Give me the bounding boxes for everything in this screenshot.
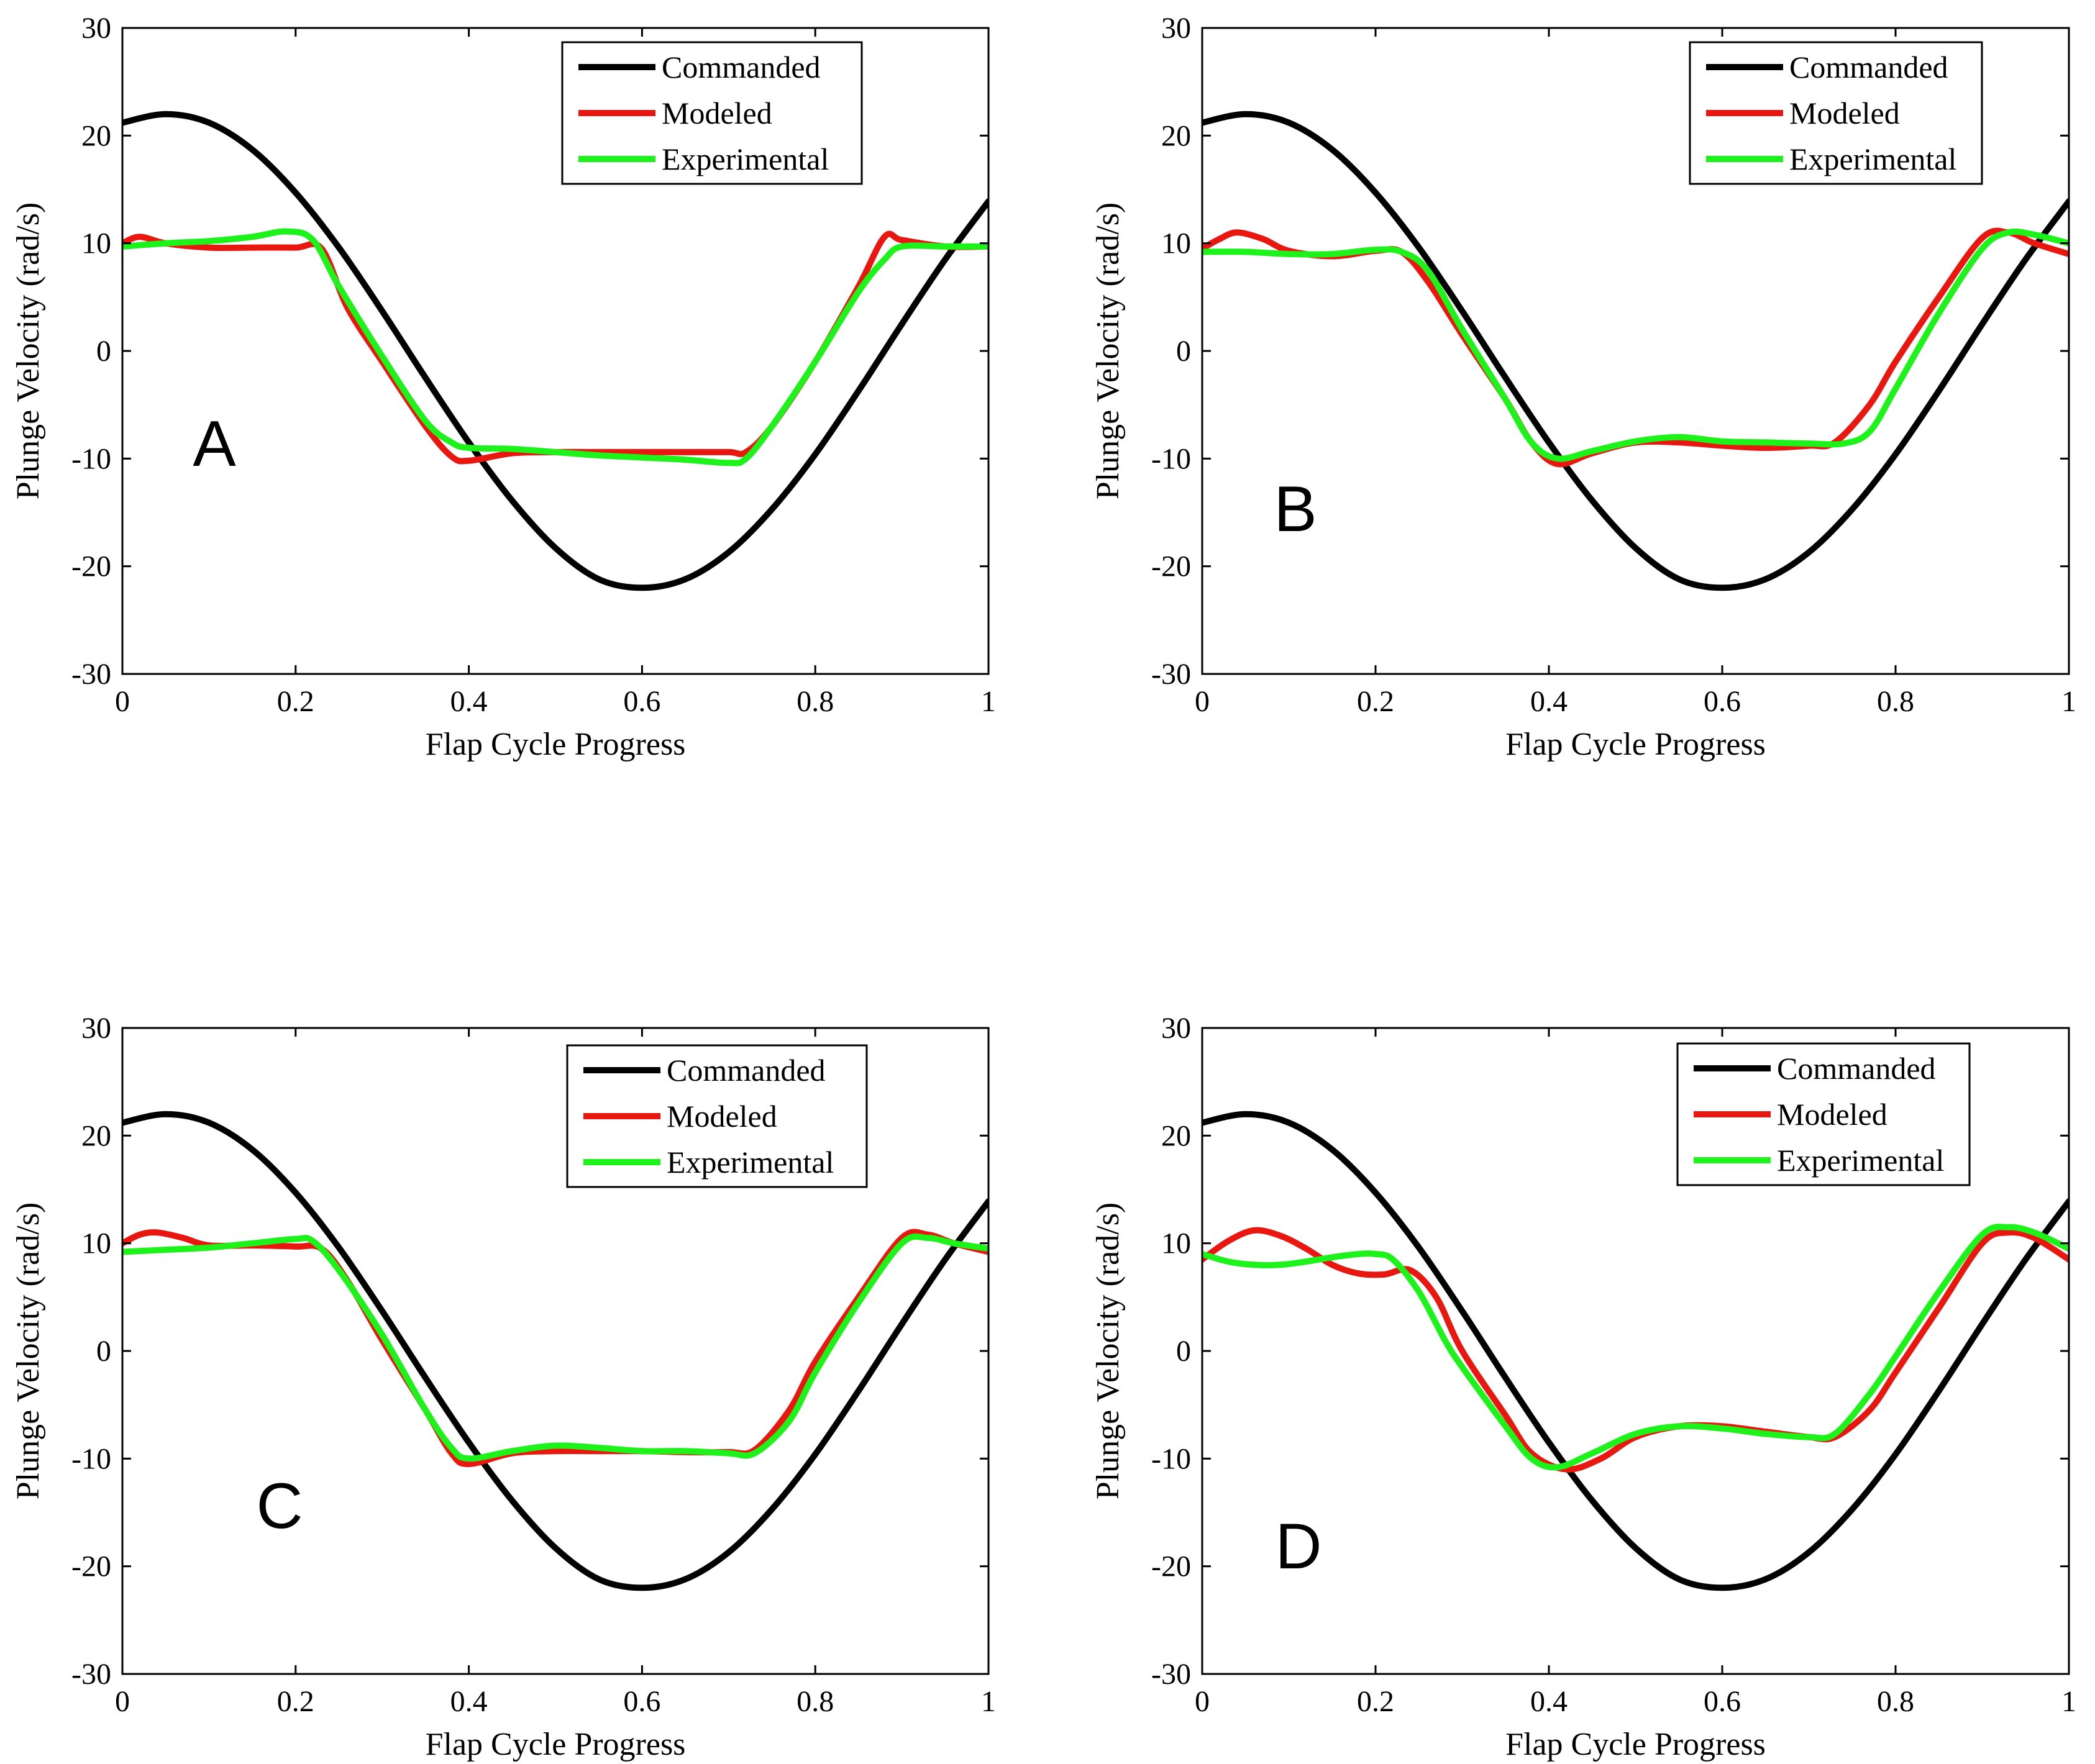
x-tick-label: 0.2	[1357, 685, 1394, 718]
y-tick-label: -20	[1151, 550, 1191, 583]
x-tick-label: 0	[115, 685, 130, 718]
x-tick-label: 0.8	[796, 1685, 834, 1718]
y-tick-label: 30	[1161, 12, 1191, 45]
x-tick-label: 0.2	[1357, 1685, 1394, 1718]
series-line-modeled	[122, 230, 988, 465]
y-tick-label: -10	[1151, 1442, 1191, 1475]
y-tick-label: -30	[1151, 1658, 1191, 1691]
x-axis-label: Flap Cycle Progress	[1505, 1727, 1766, 1762]
x-tick-label: 1	[2061, 1685, 2076, 1718]
y-tick-label: -30	[71, 1658, 111, 1691]
y-axis-label: Plunge Velocity (rad/s)	[11, 1203, 46, 1500]
x-tick-label: 1	[981, 1685, 996, 1718]
y-tick-label: -30	[1151, 658, 1191, 691]
panel-letter: A	[193, 408, 236, 480]
series-line-modeled	[122, 1229, 988, 1467]
x-tick-label: 0	[115, 1685, 130, 1718]
x-tick-label: 0.6	[1704, 1685, 1741, 1718]
x-tick-label: 0.2	[277, 1685, 314, 1718]
legend-label-commanded: Commanded	[662, 50, 821, 84]
y-tick-label: 10	[81, 227, 111, 260]
series-line-commanded	[1202, 1111, 2069, 1591]
series-line-experimental	[122, 1233, 988, 1462]
x-tick-label: 0.6	[623, 685, 660, 718]
legend-label-commanded: Commanded	[667, 1053, 826, 1088]
y-tick-label: -30	[71, 658, 111, 691]
x-tick-label: 0.4	[1530, 1685, 1568, 1718]
y-tick-label: 20	[1161, 1119, 1191, 1152]
legend: Commanded Modeled Experimental	[566, 1044, 868, 1188]
x-tick-label: 0.4	[1530, 685, 1568, 718]
legend-label-experimental: Experimental	[1777, 1143, 1944, 1178]
x-tick-label: 0.8	[1877, 685, 1914, 718]
panel-c: 0 0.2 0.4 0.6 0.8 1 -30 -20 -10 0 10 20 30 Flap Cycle…	[11, 1012, 996, 1762]
y-tick-label: 10	[81, 1227, 111, 1260]
legend-label-experimental: Experimental	[1789, 142, 1956, 176]
x-axis-label: Flap Cycle Progress	[1505, 727, 1766, 762]
series-line-commanded	[122, 1111, 988, 1591]
x-tick-label: 0	[1195, 685, 1210, 718]
y-tick-label: -20	[71, 550, 111, 583]
x-axis-label: Flap Cycle Progress	[426, 1727, 686, 1762]
y-tick-label: 30	[1161, 1012, 1191, 1045]
y-tick-label: 30	[81, 12, 111, 45]
y-tick-label: 20	[1161, 119, 1191, 152]
series-line-experimental	[1202, 228, 2069, 462]
series-line-modeled	[1202, 227, 2069, 468]
y-tick-label: 0	[1176, 1335, 1191, 1368]
series-line-commanded	[1202, 111, 2069, 591]
series-line-experimental	[122, 228, 988, 466]
series-line-commanded	[122, 111, 988, 591]
legend-label-modeled: Modeled	[1789, 96, 1900, 130]
panel-letter: B	[1274, 473, 1317, 545]
series-line-experimental	[1202, 1224, 2069, 1471]
legend-label-modeled: Modeled	[662, 96, 772, 130]
y-tick-label: 0	[96, 1335, 111, 1368]
x-tick-label: 0	[1195, 1685, 1210, 1718]
panel-d: 0 0.2 0.4 0.6 0.8 1 -30 -20 -10 0 10 20 30 Flap Cycle…	[1090, 1012, 2076, 1762]
x-tick-label: 1	[2061, 685, 2076, 718]
panel-letter: D	[1275, 1511, 1321, 1583]
legend: Commanded Modeled Experimental	[561, 41, 863, 185]
legend: Commanded Modeled Experimental	[1676, 1042, 1971, 1186]
legend-label-modeled: Modeled	[1777, 1097, 1887, 1132]
y-axis-label: Plunge Velocity (rad/s)	[1090, 1203, 1126, 1500]
legend: Commanded Modeled Experimental	[1689, 41, 1983, 185]
y-tick-label: 20	[81, 119, 111, 152]
x-tick-label: 0.4	[450, 1685, 488, 1718]
legend-label-commanded: Commanded	[1777, 1051, 1936, 1086]
x-axis-label: Flap Cycle Progress	[426, 727, 686, 762]
panel-letter: C	[256, 1470, 303, 1542]
y-tick-label: 0	[96, 335, 111, 368]
x-tick-label: 0.6	[1704, 685, 1741, 718]
x-tick-label: 0.8	[796, 685, 834, 718]
panel-a: 0 0.2 0.4 0.6 0.8 1 -30 -20 -10 0 10 20 30 Flap Cycle…	[11, 12, 996, 762]
x-tick-label: 0.6	[623, 1685, 660, 1718]
legend-label-experimental: Experimental	[662, 142, 829, 176]
x-tick-label: 0.4	[450, 685, 488, 718]
legend-label-commanded: Commanded	[1789, 50, 1948, 84]
legend-label-experimental: Experimental	[667, 1145, 834, 1180]
y-axis-label: Plunge Velocity (rad/s)	[1090, 202, 1126, 500]
y-tick-label: 30	[81, 1012, 111, 1045]
y-tick-label: 10	[1161, 1227, 1191, 1260]
series-line-modeled	[1202, 1227, 2069, 1473]
y-tick-label: 0	[1176, 335, 1191, 368]
y-tick-label: -10	[71, 442, 111, 475]
legend-label-modeled: Modeled	[667, 1099, 777, 1134]
y-tick-label: -20	[1151, 1550, 1191, 1583]
y-tick-label: 10	[1161, 227, 1191, 260]
panel-b: 0 0.2 0.4 0.6 0.8 1 -30 -20 -10 0 10 20 30 Flap Cycle…	[1090, 12, 2076, 762]
x-tick-label: 0.8	[1877, 1685, 1914, 1718]
y-tick-label: 20	[81, 1119, 111, 1152]
y-tick-label: -20	[71, 1550, 111, 1583]
y-axis-label: Plunge Velocity (rad/s)	[11, 202, 46, 500]
x-tick-label: 1	[981, 685, 996, 718]
y-tick-label: -10	[71, 1442, 111, 1475]
y-tick-label: -10	[1151, 442, 1191, 475]
x-tick-label: 0.2	[277, 685, 314, 718]
